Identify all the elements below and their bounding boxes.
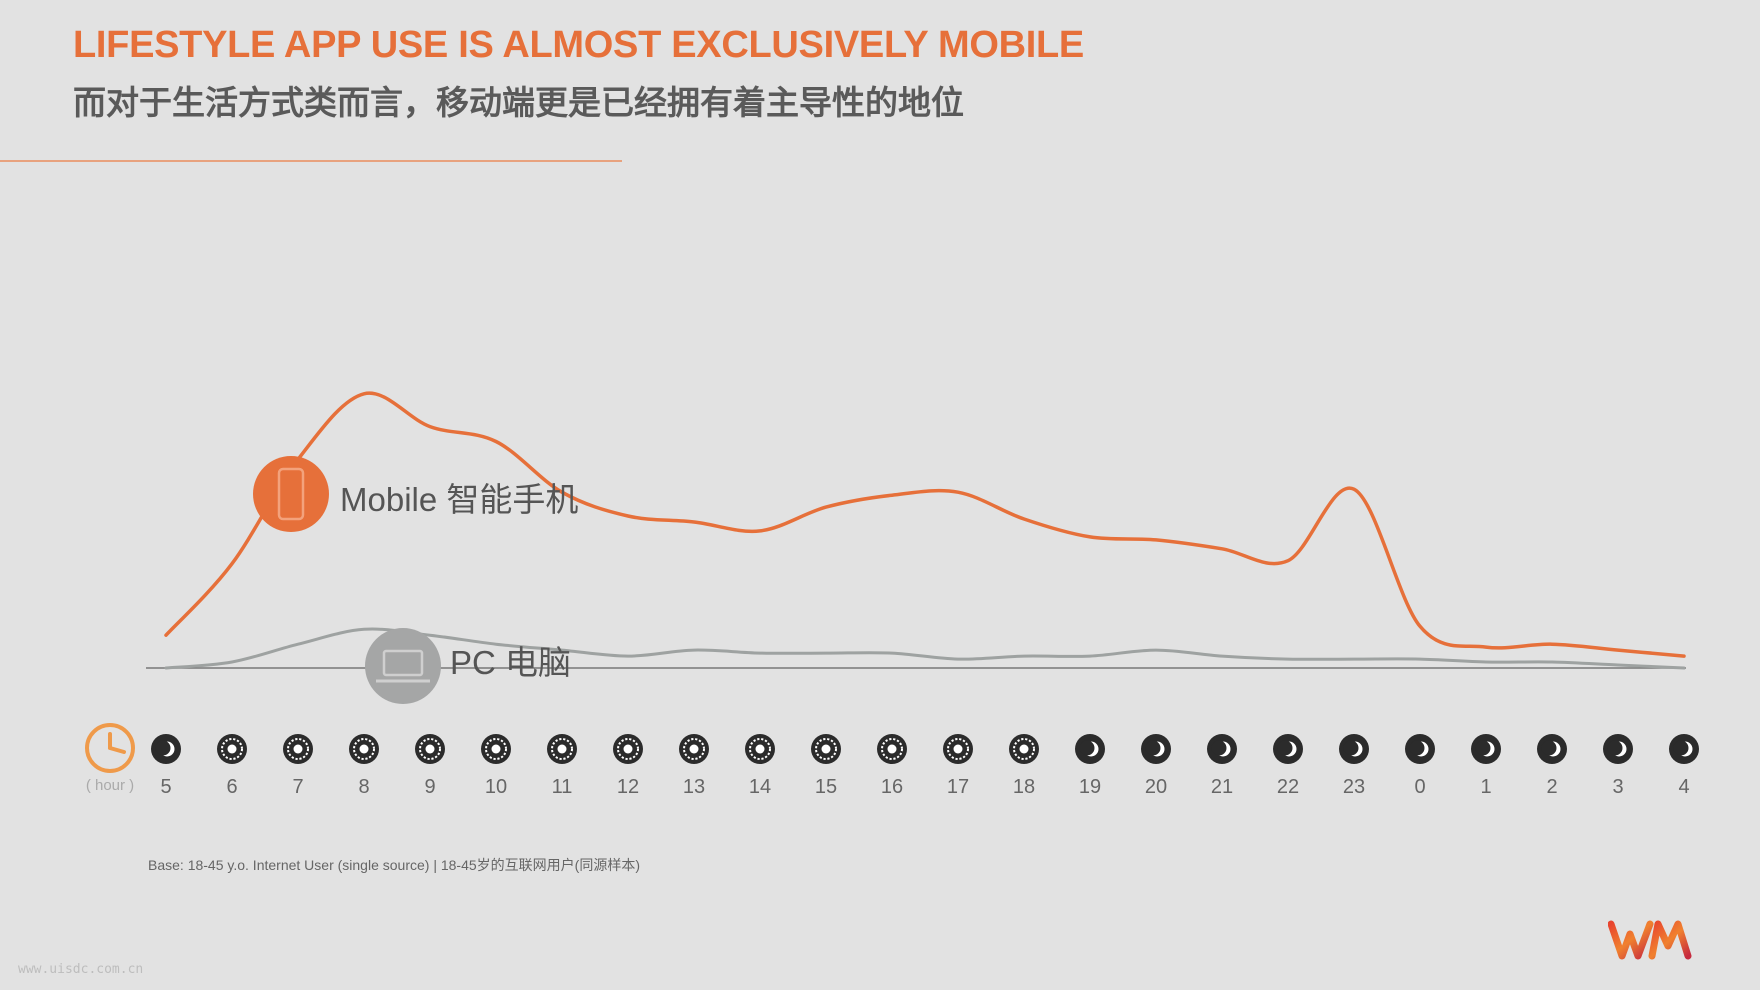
sun-icon: [359, 744, 369, 754]
sun-icon: [623, 744, 633, 754]
sun-icon: [683, 738, 705, 760]
watermark: www.uisdc.com.cn: [18, 962, 144, 977]
chart-title: LIFESTYLE APP USE IS ALMOST EXCLUSIVELY …: [73, 24, 1084, 66]
sun-icon: [821, 744, 831, 754]
moon-icon: [1145, 740, 1161, 756]
sun-icon: [881, 738, 903, 760]
x-tick-label: 7: [292, 776, 303, 798]
sun-icon: [953, 744, 963, 754]
x-tick-label: 8: [358, 776, 369, 798]
x-tick-label: 16: [881, 776, 903, 798]
x-tick-label: 14: [749, 776, 771, 798]
moon-icon: [1079, 740, 1095, 756]
x-tick-label: 17: [947, 776, 969, 798]
x-tick-label: 11: [552, 776, 573, 798]
x-tick-label: 15: [815, 776, 837, 798]
sun-icon: [947, 738, 969, 760]
moon-icon: [1343, 740, 1359, 756]
series-label-pc: PC 电脑: [450, 644, 571, 681]
wm-logo: [1608, 920, 1692, 960]
x-tick-label: 0: [1414, 776, 1425, 798]
x-tick-label: 9: [424, 776, 435, 798]
moon-icon: [1409, 740, 1425, 756]
sun-icon: [287, 738, 309, 760]
sun-icon: [557, 744, 567, 754]
moon-icon: [1673, 740, 1689, 756]
sun-icon: [1019, 744, 1029, 754]
x-tick-label: 5: [160, 776, 171, 798]
x-tick-label: 4: [1678, 776, 1689, 798]
base-note: Base: 18-45 y.o. Internet User (single s…: [148, 857, 640, 873]
x-tick-label: 19: [1079, 776, 1101, 798]
smartphone-icon: [253, 456, 329, 532]
x-tick-label: 10: [485, 776, 507, 798]
sun-icon: [1013, 738, 1035, 760]
x-tick-label: 21: [1211, 776, 1233, 798]
series-label-mobile: Mobile 智能手机: [340, 481, 578, 518]
laptop-icon: [382, 649, 424, 677]
x-tick-label: 3: [1612, 776, 1623, 798]
x-tick-label: 6: [226, 776, 237, 798]
chart-subtitle: 而对于生活方式类而言，移动端更是已经拥有着主导性的地位: [73, 84, 964, 121]
sun-icon: [419, 738, 441, 760]
moon-icon: [1211, 740, 1227, 756]
sun-icon: [425, 744, 435, 754]
title-underline: [0, 160, 622, 162]
sun-icon: [485, 738, 507, 760]
x-tick-label: 23: [1343, 776, 1365, 798]
sun-icon: [221, 738, 243, 760]
smartphone-icon: [277, 467, 305, 521]
sun-icon: [293, 744, 303, 754]
x-tick-label: 12: [617, 776, 639, 798]
x-axis-label: ( hour ): [86, 777, 134, 794]
x-tick-label: 1: [1480, 776, 1491, 798]
moon-icon: [155, 740, 171, 756]
x-tick-label: 13: [683, 776, 705, 798]
x-tick-label: 18: [1013, 776, 1035, 798]
moon-icon: [1475, 740, 1491, 756]
sun-icon: [815, 738, 837, 760]
sun-icon: [689, 744, 699, 754]
sun-icon: [551, 738, 573, 760]
sun-icon: [755, 744, 765, 754]
sun-icon: [227, 744, 237, 754]
series-line-mobile: [164, 391, 1686, 658]
clock-icon: [108, 732, 126, 754]
moon-icon: [1277, 740, 1293, 756]
sun-icon: [353, 738, 375, 760]
laptop-icon: [365, 628, 441, 704]
moon-icon: [1541, 740, 1557, 756]
sun-icon: [617, 738, 639, 760]
moon-icon: [1607, 740, 1623, 756]
clock-icon: [85, 723, 135, 773]
x-tick-label: 22: [1277, 776, 1299, 798]
sun-icon: [491, 744, 501, 754]
sun-icon: [749, 738, 771, 760]
sun-icon: [887, 744, 897, 754]
x-tick-label: 20: [1145, 776, 1167, 798]
x-tick-label: 2: [1546, 776, 1557, 798]
